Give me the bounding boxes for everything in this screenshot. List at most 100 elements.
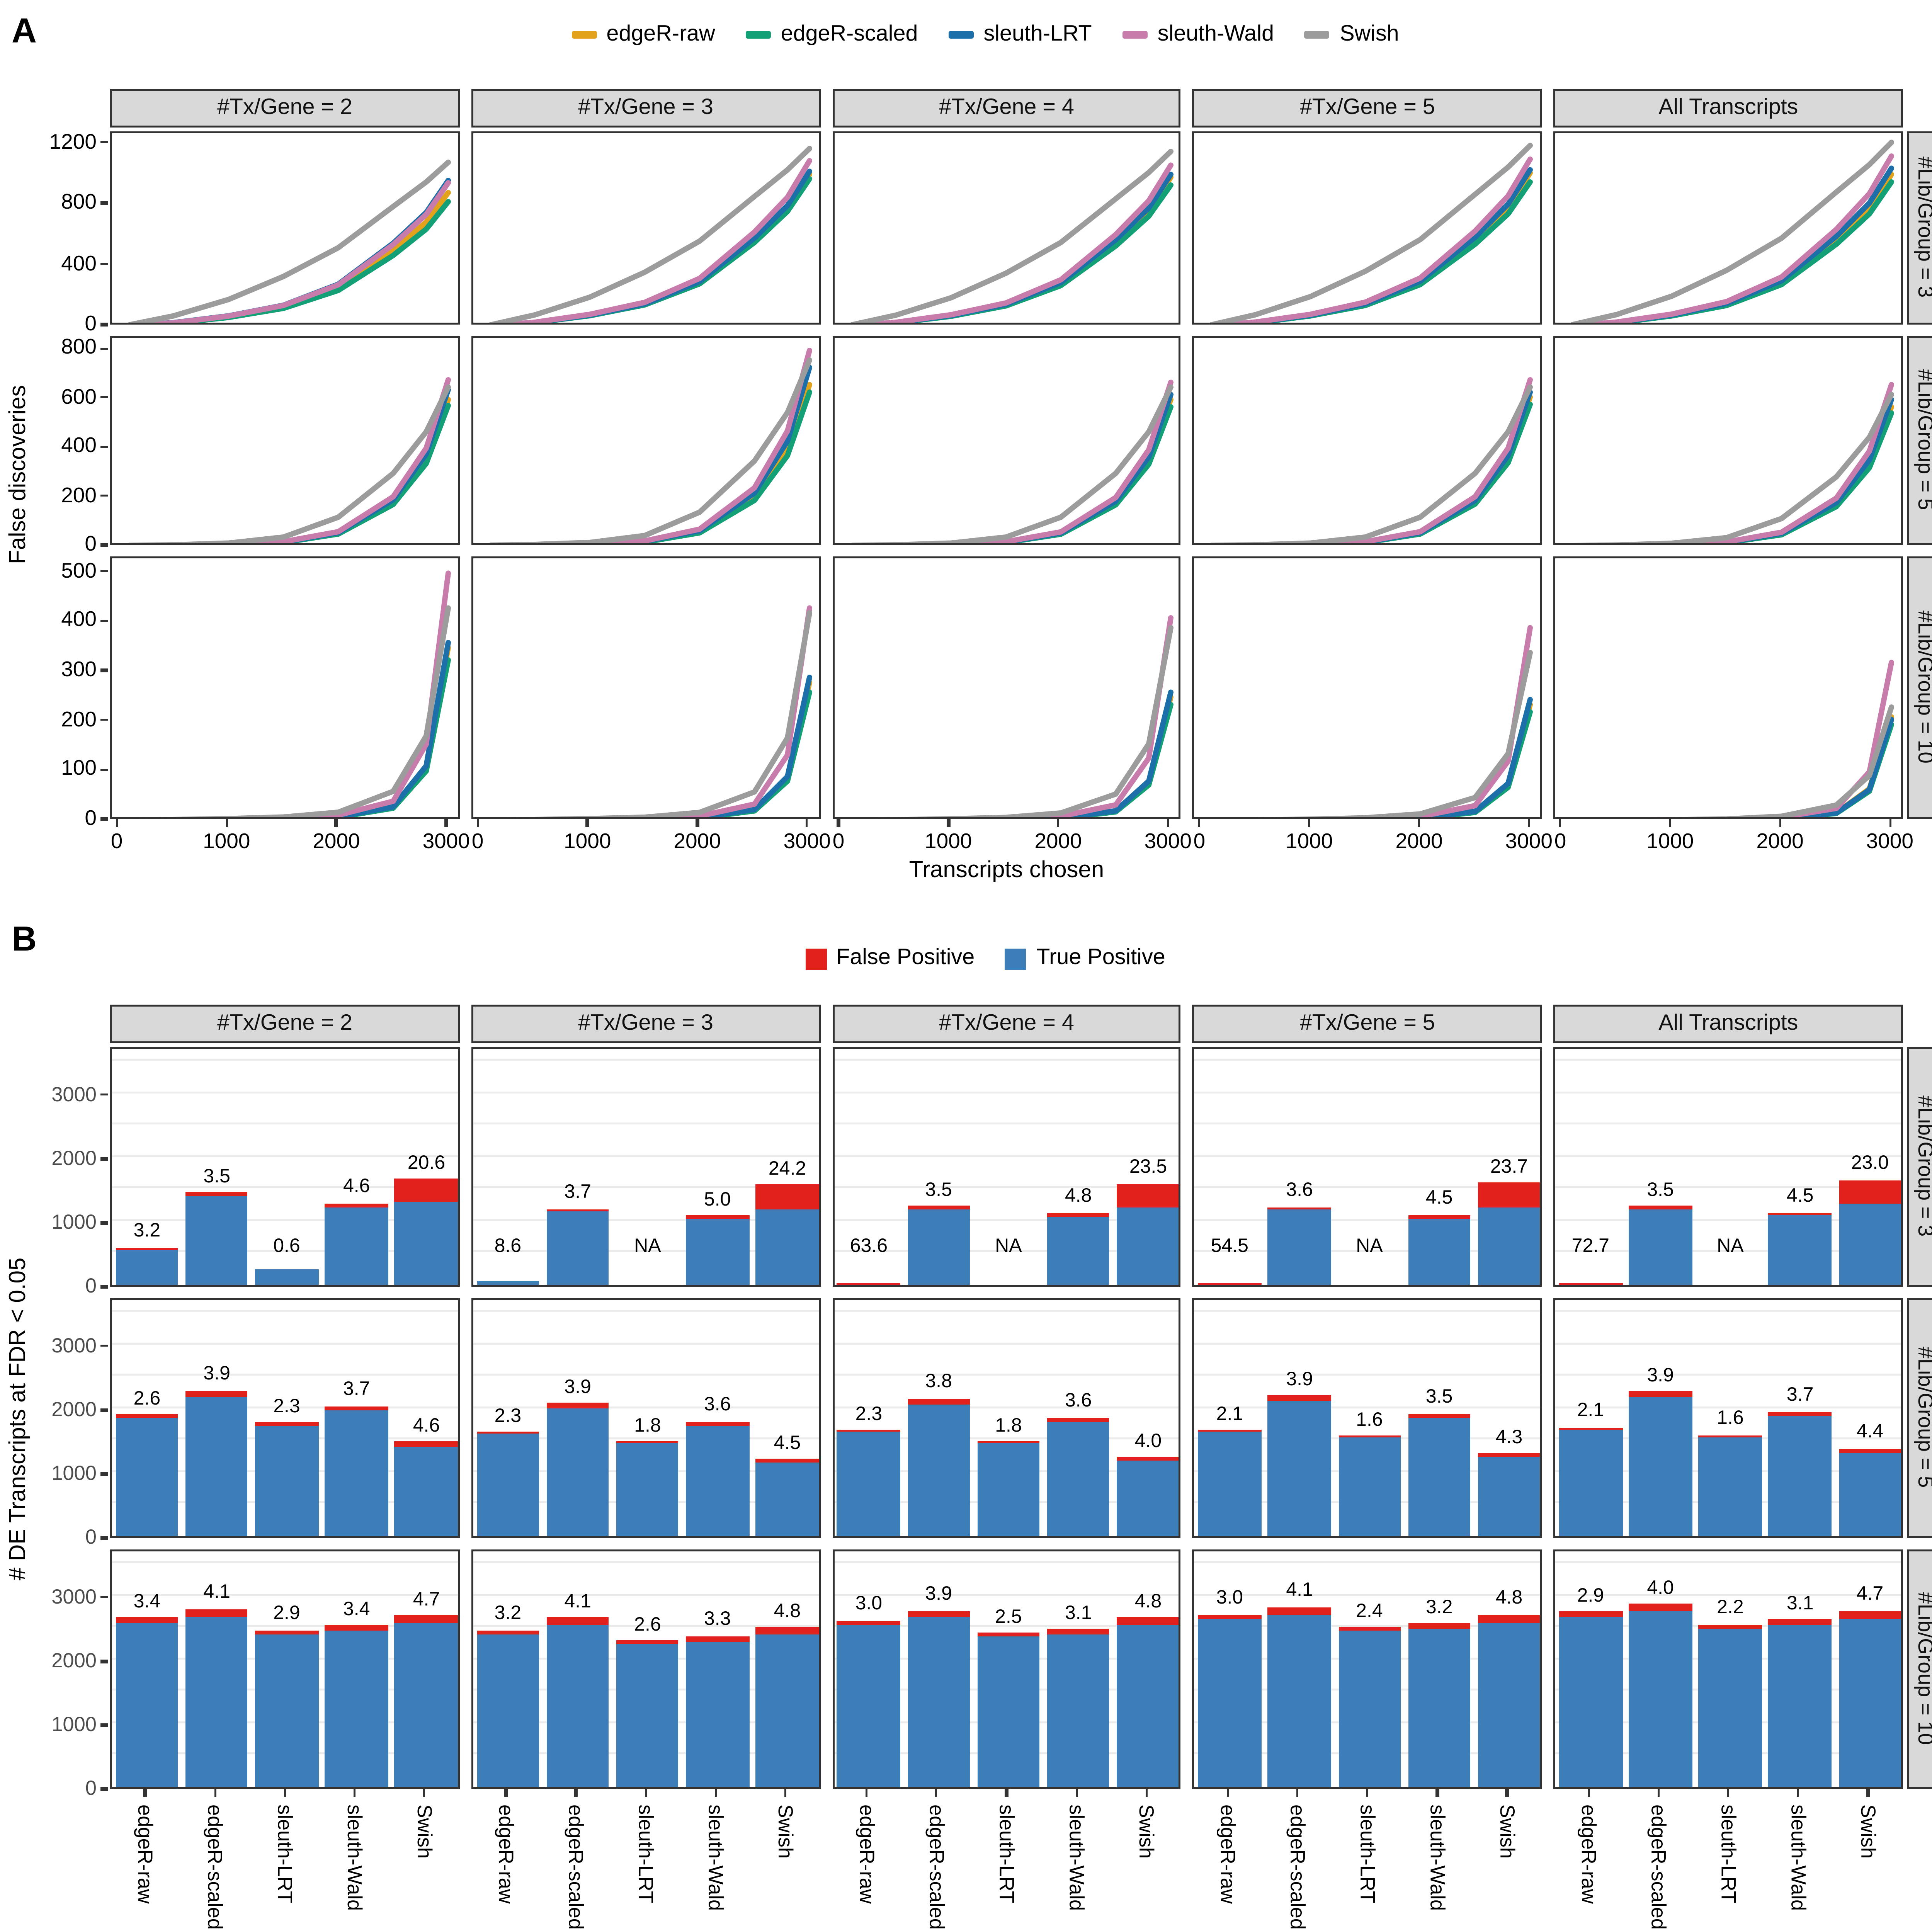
x-tick-mark [1559,819,1562,827]
bar-value-label: 4.5 [1786,1186,1814,1208]
facet-strip-label: #Tx/Gene = 2 [217,97,352,120]
facet-panel-b: 2.3 3.9 1.8 3.6 4.5 [471,1298,820,1538]
method-axis-label: sleuth-LRT [633,1804,656,1903]
series-line-Swish [505,610,812,817]
series-line-Swish [1653,704,1895,817]
series-line-sleuth-LRT [909,392,1173,543]
bar-false-positive [546,1617,609,1625]
x-tick-label: 3000 [783,831,831,854]
bar-value-label: 4.1 [203,1583,230,1604]
legend-label: edgeR-scaled [781,23,918,46]
facet-strip-b: #Tx/Gene = 2 [110,1005,459,1043]
x-tick-label: 1000 [203,831,250,854]
gridline [473,1374,818,1376]
bar-true-positive [1117,1208,1179,1285]
bar-value-label: 4.6 [343,1177,370,1198]
x-tick-mark [1145,1789,1148,1797]
bar-false-positive [1838,1448,1901,1452]
na-label: NA [995,1236,1022,1258]
x-tick-mark [1005,1789,1008,1797]
bar-true-positive [907,1209,970,1285]
legend-item-sleuth-Wald: sleuth-Wald [1122,23,1274,46]
bar-true-positive [1047,1422,1110,1536]
series-line-edgeR-scaled [201,657,451,817]
bar-true-positive [1408,1218,1471,1285]
method-axis-label: Swish [1134,1804,1157,1859]
bar-value-label: 3.3 [704,1610,731,1632]
facet-strip-b: #Tx/Gene = 4 [832,1005,1181,1043]
bar-false-positive [1699,1435,1762,1437]
bar-true-positive [476,1434,539,1536]
gridline [473,1123,818,1125]
edgeR-scaled-key-icon [746,31,771,39]
facet-panel-b: 3.2 4.1 2.6 3.3 4.8 [471,1549,820,1789]
bar-true-positive [1769,1416,1832,1536]
x-tick-label: 2000 [1756,831,1804,854]
bar-false-positive [185,1609,248,1616]
gridline [473,1310,818,1313]
facet-strip-label: #Tx/Gene = 3 [578,1012,713,1036]
gridline [1194,1091,1540,1094]
y-tick-label: 800 [61,337,97,360]
bar-value-label: 3.9 [1647,1365,1674,1387]
bar-value-label: 4.4 [1856,1422,1884,1444]
bar-value-label: 3.2 [494,1604,522,1625]
gridline [473,1406,818,1408]
facet-panel-a [110,336,459,545]
gridline [112,1625,457,1628]
gridline [473,1155,818,1157]
x-tick-mark [1366,1789,1369,1797]
x-tick-mark [1075,1789,1078,1797]
bar-value-label: 3.9 [564,1377,591,1398]
bar-true-positive [325,1411,388,1536]
bar-true-positive [546,1408,609,1536]
bar-false-positive [115,1617,179,1624]
bar-true-positive [1838,1619,1901,1787]
series-line-sleuth-Wald [1578,153,1895,323]
legend-label: sleuth-Wald [1157,23,1274,46]
bar-true-positive [1478,1623,1540,1787]
legend-label: False Positive [836,947,975,970]
y-tick-label: 100 [61,758,97,781]
bar-false-positive [837,1430,900,1432]
gridline [833,1091,1179,1094]
legend-item-Swish: Swish [1305,23,1399,46]
gridline [1194,1059,1540,1061]
x-tick-mark [1888,819,1891,827]
series-line-sleuth-Wald [520,605,812,817]
bar-true-positive [1559,1429,1622,1536]
y-tick-mark [100,396,108,399]
na-label: NA [1717,1236,1744,1258]
facet-row-strip-label: #Lib/Group = 5 [1913,1347,1932,1489]
gridline [112,1561,457,1564]
bar-false-positive [395,1615,457,1624]
facet-row-strip-label: #Lib/Group = 3 [1913,157,1932,299]
bar-value-label: 4.8 [1065,1187,1092,1209]
gridline [1194,1187,1540,1189]
bar-value-label: 2.1 [1577,1401,1604,1423]
y-tick-label: 200 [61,708,97,732]
y-tick-label: 1000 [51,1462,97,1486]
bar-true-positive [325,1207,388,1285]
y-tick-label: 0 [85,313,97,336]
bar-value-label: 3.4 [343,1599,370,1620]
series-line-sleuth-LRT [968,689,1173,817]
facet-strip-a: #Tx/Gene = 4 [832,89,1181,128]
facet-panel-b: 3.4 4.1 2.9 3.4 4.7 [110,1549,459,1789]
series-line-sleuth-Wald [534,348,812,543]
bar-value-label: 3.6 [1286,1180,1313,1202]
line-chart-svg [1645,660,1895,817]
facet-panel-b: 2.1 3.9 1.6 3.7 4.4 [1553,1298,1903,1538]
x-tick-mark [1669,819,1672,827]
series-line-edgeR-raw [1270,394,1534,543]
gridline [1555,1219,1901,1221]
bar-true-positive [255,1634,318,1787]
bar-false-positive [1268,1607,1331,1614]
series-line-edgeR-scaled [195,403,451,543]
series-line-edgeR-raw [545,382,812,543]
gridline [833,1059,1179,1061]
bar-true-positive [115,1623,179,1787]
legend-label: True Positive [1036,947,1165,970]
line-chart-svg [129,570,451,817]
